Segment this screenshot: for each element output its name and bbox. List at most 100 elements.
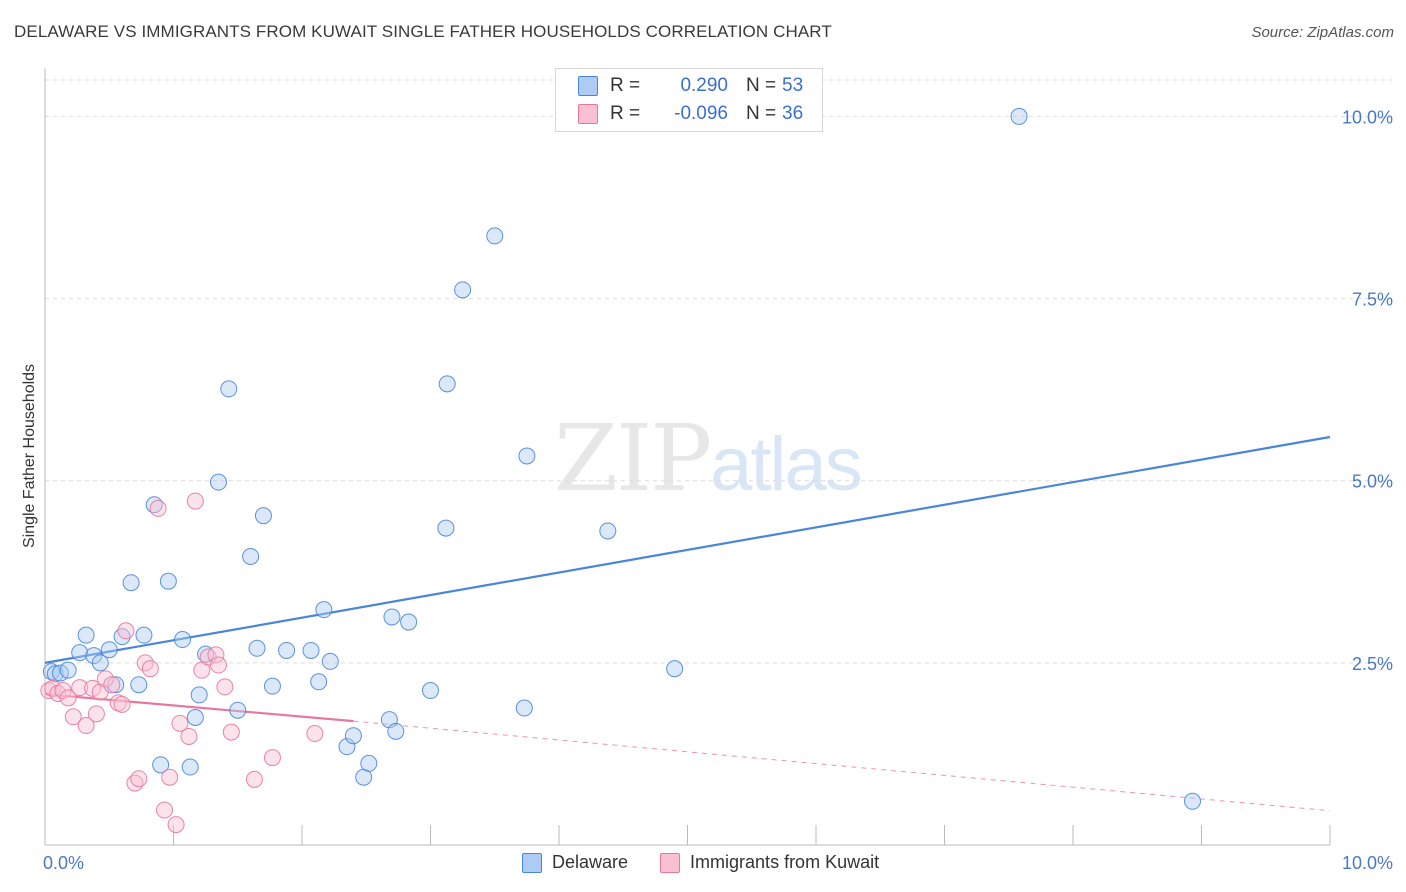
- data-point-delaware: [1184, 792, 1202, 810]
- legend-item-kuwait[interactable]: Immigrants from Kuwait: [660, 852, 879, 873]
- legend-row-kuwait: R = -0.096 N = 36: [578, 101, 803, 127]
- watermark-zip: ZIP: [554, 405, 712, 512]
- data-point-delaware: [486, 227, 504, 245]
- data-point-delaware: [437, 519, 455, 537]
- data-point-delaware: [263, 677, 281, 695]
- data-point-delaware: [515, 699, 533, 717]
- data-point-delaware: [220, 380, 238, 398]
- data-point-kuwait: [64, 708, 82, 726]
- data-point-delaware: [1010, 107, 1028, 125]
- data-point-kuwait: [186, 492, 204, 510]
- data-point-kuwait: [149, 499, 167, 517]
- data-point-delaware: [59, 661, 77, 679]
- data-point-kuwait: [103, 676, 121, 694]
- grid-lines: [45, 79, 1392, 664]
- data-point-kuwait: [49, 684, 67, 702]
- data-point-delaware: [159, 572, 177, 590]
- data-point-delaware: [209, 473, 227, 491]
- y-tick-label: 5.0%: [1352, 472, 1393, 492]
- watermark-atlas: atlas: [710, 422, 863, 507]
- data-point-delaware: [387, 722, 405, 740]
- watermark: ZIPatlas: [554, 405, 863, 512]
- data-point-kuwait: [222, 723, 240, 741]
- data-point-delaware: [400, 613, 418, 631]
- x-tick-label: 10.0%: [1342, 853, 1393, 873]
- y-tick-label: 10.0%: [1342, 107, 1393, 127]
- data-point-kuwait: [171, 714, 189, 732]
- data-point-kuwait: [180, 727, 198, 745]
- data-point-delaware: [130, 676, 148, 694]
- data-point-kuwait: [71, 679, 89, 697]
- data-point-kuwait: [306, 725, 324, 743]
- data-point-kuwait: [77, 717, 95, 735]
- data-point-kuwait: [113, 695, 131, 713]
- data-point-delaware: [599, 522, 617, 540]
- data-point-delaware: [310, 673, 328, 691]
- legend-label-kuwait: Immigrants from Kuwait: [690, 852, 880, 872]
- data-point-delaware: [422, 682, 439, 700]
- data-point-kuwait: [161, 768, 179, 786]
- data-point-delaware: [254, 507, 272, 525]
- data-point-delaware: [438, 375, 456, 393]
- data-points: [40, 107, 1202, 834]
- data-point-delaware: [46, 665, 64, 683]
- data-point-kuwait: [44, 679, 62, 697]
- legend-row-delaware: R = 0.290 N = 53: [578, 73, 803, 99]
- data-point-kuwait: [207, 646, 225, 664]
- source-label: Source: ZipAtlas.com: [1251, 24, 1394, 41]
- data-point-kuwait: [245, 770, 263, 788]
- y-tick-label: 7.5%: [1352, 290, 1393, 310]
- data-point-kuwait: [263, 749, 281, 767]
- legend-swatch-kuwait: [660, 852, 681, 873]
- tick-labels: 2.5% 5.0% 7.5% 10.0% 0.0% 10.0%: [43, 107, 1393, 873]
- data-point-kuwait: [117, 622, 135, 640]
- legend-item-delaware[interactable]: Delaware: [522, 852, 628, 873]
- legend-r-label: R =: [610, 103, 641, 124]
- data-point-kuwait: [96, 670, 114, 688]
- data-point-delaware: [344, 727, 362, 745]
- legend-swatch-delaware: [522, 852, 542, 873]
- data-point-kuwait: [167, 816, 185, 834]
- data-point-delaware: [186, 709, 204, 726]
- data-point-kuwait: [59, 689, 77, 707]
- trend-lines: [44, 435, 1331, 812]
- legend-n-value: 53: [782, 75, 804, 96]
- data-point-delaware: [181, 758, 199, 776]
- legend-r-value: -0.096: [674, 103, 728, 124]
- data-point-delaware: [190, 686, 208, 704]
- data-point-delaware: [122, 574, 140, 592]
- legend-n-label: N =: [746, 103, 777, 124]
- data-point-delaware: [71, 644, 89, 662]
- legend-n-label: N =: [746, 75, 777, 96]
- data-point-delaware: [360, 754, 378, 772]
- data-point-delaware: [152, 756, 170, 774]
- data-point-delaware: [248, 639, 266, 657]
- data-point-delaware: [135, 626, 153, 644]
- data-point-delaware: [85, 647, 103, 665]
- data-point-kuwait: [87, 705, 105, 723]
- legend-r-label: R =: [610, 75, 641, 96]
- data-point-delaware: [173, 631, 191, 649]
- data-point-delaware: [383, 608, 401, 626]
- data-point-delaware: [242, 547, 260, 565]
- data-point-delaware: [91, 654, 109, 672]
- data-point-kuwait: [130, 770, 148, 788]
- series-legend: Delaware Immigrants from Kuwait: [522, 852, 911, 873]
- data-point-delaware: [278, 641, 296, 659]
- data-point-kuwait: [156, 801, 174, 819]
- data-point-delaware: [321, 652, 339, 670]
- legend-swatch-kuwait: [578, 104, 598, 124]
- x-tick-label: 0.0%: [43, 853, 84, 873]
- legend-n-value: 36: [782, 103, 804, 124]
- data-point-delaware: [338, 738, 356, 756]
- trend-line: [353, 720, 1331, 812]
- data-point-delaware: [77, 626, 95, 644]
- y-tick-label: 2.5%: [1352, 654, 1393, 674]
- correlation-legend: R = 0.290 N = 53 R = -0.096 N = 36: [555, 68, 823, 132]
- data-point-delaware: [107, 676, 125, 694]
- data-point-delaware: [454, 281, 472, 299]
- data-point-kuwait: [209, 656, 227, 674]
- data-point-delaware: [518, 447, 536, 465]
- trend-line: [44, 435, 1331, 664]
